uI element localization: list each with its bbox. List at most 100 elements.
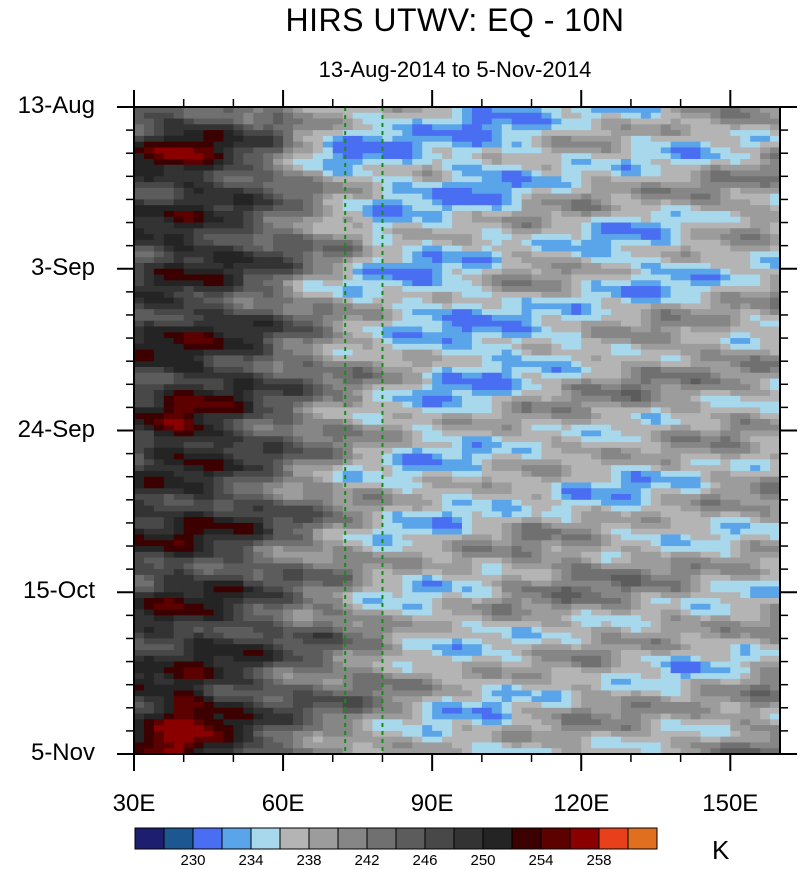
contour-cell [263,210,274,218]
contour-cell [213,326,225,333]
contour-cell [312,436,324,443]
contour-cell [143,228,155,235]
contour-cell [591,401,602,408]
contour-cell [710,228,721,235]
contour-cell [362,182,374,189]
contour-cell [770,303,780,310]
contour-cell [650,453,662,460]
contour-cell [392,205,403,212]
contour-cell [591,465,602,472]
contour-cell [253,430,264,437]
contour-cell [720,447,731,455]
contour-cell [173,476,185,484]
contour-cell [461,107,473,114]
contour-cell [511,135,523,143]
contour-cell [392,540,403,547]
contour-cell [760,205,771,212]
contour-cell [531,176,543,183]
contour-cell [402,390,413,397]
contour-cell [273,297,284,305]
contour-cell [650,372,662,380]
contour-cell [581,546,592,553]
contour-cell [750,522,761,530]
contour-cell [402,522,413,530]
contour-cell [322,222,334,229]
contour-cell [471,245,483,253]
contour-cell [342,147,354,154]
contour-cell [263,522,274,530]
contour-cell [601,534,612,541]
contour-cell [442,262,453,270]
contour-cell [670,205,682,212]
contour-cell [630,488,642,495]
contour-cell [750,268,761,276]
contour-cell [501,494,513,501]
contour-cell [760,343,771,351]
contour-cell [332,205,344,212]
contour-cell [173,205,185,212]
contour-cell [501,199,513,206]
contour-cell [342,205,354,212]
contour-cell [481,228,493,235]
contour-cell [402,216,413,224]
contour-cell [640,517,652,524]
contour-cell [461,442,473,449]
contour-cell [213,280,225,287]
contour-cell [342,251,354,258]
contour-cell [491,517,503,524]
contour-cell [461,286,473,293]
contour-cell [342,534,354,541]
contour-cell [601,384,612,391]
contour-cell [690,522,702,530]
contour-cell [541,309,553,316]
contour-cell [670,291,682,299]
contour-cell [601,453,612,460]
contour-cell [710,413,721,420]
contour-cell [173,546,185,553]
contour-cell [501,522,513,530]
contour-cell [243,355,254,362]
contour-cell [760,395,771,403]
contour-cell [620,182,632,189]
contour-cell [352,251,364,258]
contour-cell [710,540,721,547]
contour-cell [620,361,632,368]
contour-cell [511,494,523,501]
contour-cell [690,459,702,466]
contour-cell [481,239,493,247]
contour-cell [253,234,264,241]
contour-cell [412,546,423,553]
contour-cell [760,499,771,507]
contour-cell [442,222,453,229]
contour-cell [263,245,274,253]
contour-cell [412,170,423,177]
contour-cell [372,366,384,374]
contour-cell [253,326,264,333]
contour-cell [382,343,393,351]
contour-cell [352,494,364,501]
contour-cell [422,228,433,235]
contour-cell [561,274,572,281]
contour-cell [601,228,612,235]
contour-cell [481,291,493,299]
contour-cell [611,130,622,137]
contour-cell [432,413,443,420]
contour-cell [561,147,572,154]
contour-cell [541,355,553,362]
contour-cell [720,453,731,460]
contour-cell [660,349,672,357]
contour-cell [561,153,572,160]
contour-cell [372,355,384,362]
contour-cell [452,488,463,495]
contour-cell [591,332,602,339]
contour-cell [163,332,175,339]
contour-cell [700,291,712,299]
contour-cell [620,366,632,374]
contour-cell [233,118,244,125]
contour-cell [322,505,334,512]
contour-cell [670,314,682,322]
contour-cell [561,430,572,437]
contour-cell [382,118,393,125]
contour-cell [571,118,582,125]
contour-cell [412,511,423,518]
